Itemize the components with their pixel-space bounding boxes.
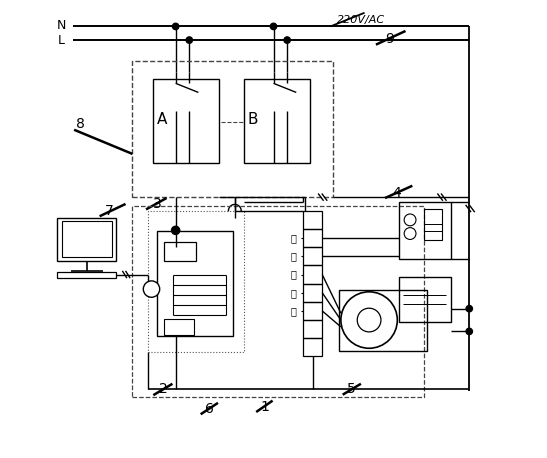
Text: N: N [57,19,66,32]
Circle shape [172,226,180,234]
Circle shape [284,37,290,43]
Bar [153,79,219,163]
Text: 关: 关 [290,251,296,262]
Text: 中: 中 [290,288,296,298]
Bar [57,272,117,278]
Bar [303,266,322,284]
Bar [303,302,322,320]
Bar [424,208,442,240]
Bar [164,242,196,261]
Circle shape [270,23,277,30]
Text: 6: 6 [205,402,214,416]
Text: 5: 5 [347,382,356,396]
Bar [62,221,112,257]
Text: 高: 高 [290,269,296,279]
Text: 8: 8 [75,117,84,131]
Circle shape [143,281,160,297]
Bar [148,211,244,352]
Bar [132,60,333,197]
Bar [244,79,310,163]
Text: 开: 开 [290,233,296,243]
Circle shape [186,37,193,43]
Bar [303,211,322,229]
Circle shape [341,292,397,348]
Bar [164,319,194,335]
Bar [303,320,322,338]
Bar [158,231,232,336]
Bar [303,229,322,247]
Bar [339,289,427,350]
Circle shape [357,308,381,332]
Text: B: B [248,112,258,127]
Bar [399,202,451,259]
Text: 2: 2 [159,382,168,396]
Bar [303,284,322,302]
Text: 9: 9 [385,32,394,46]
Circle shape [466,305,473,312]
Circle shape [404,214,416,226]
Text: 低: 低 [290,306,296,316]
Text: 220V/AC: 220V/AC [337,15,385,25]
Text: 1: 1 [260,399,269,414]
Circle shape [172,23,179,30]
Bar [303,247,322,266]
Text: 4: 4 [392,185,401,200]
Text: L: L [58,33,65,47]
Bar [57,218,117,261]
Text: 7: 7 [105,204,114,218]
Bar [303,338,322,356]
Text: A: A [157,112,167,127]
Bar [132,206,424,398]
Text: 3: 3 [153,197,162,211]
Bar [399,277,451,322]
Circle shape [404,228,416,240]
Circle shape [466,328,473,335]
